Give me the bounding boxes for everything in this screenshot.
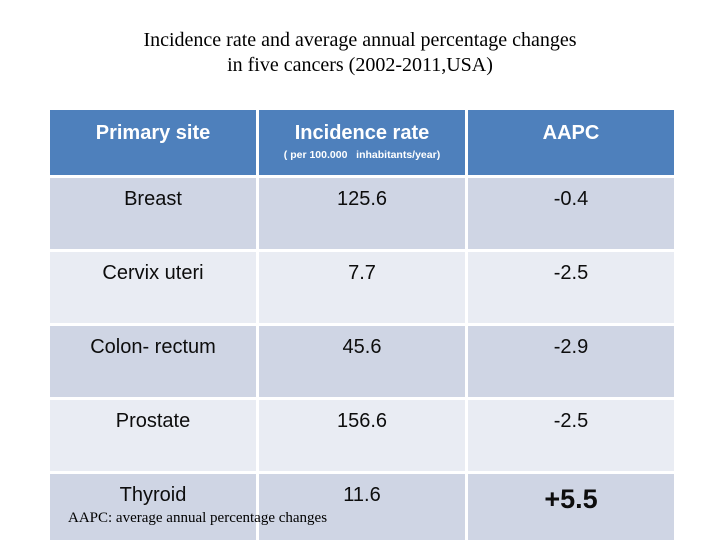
- cell-site-cervix: Cervix uteri: [50, 252, 256, 323]
- cell-aapc-thyroid: +5.5: [468, 474, 674, 540]
- slide-title: Incidence rate and average annual percen…: [0, 28, 720, 78]
- cell-aapc-prostate: -2.5: [468, 400, 674, 471]
- column-header-primary-site-label: Primary site: [95, 122, 211, 144]
- aapc-footnote: AAPC: average annual percentage changes: [68, 510, 328, 526]
- column-header-aapc: AAPC: [468, 110, 674, 175]
- cell-aapc-breast: -0.4: [468, 178, 674, 249]
- column-header-incidence-rate-units: ( per 100.000 inhabitants/year): [283, 149, 441, 161]
- cell-incidence-thyroid: 11.6: [259, 474, 465, 540]
- cell-aapc-colon: -2.9: [468, 326, 674, 397]
- cell-site-breast: Breast: [50, 178, 256, 249]
- column-header-primary-site: Primary site: [50, 110, 256, 175]
- column-header-incidence-rate-label: Incidence rate: [294, 122, 430, 144]
- column-header-aapc-label: AAPC: [542, 122, 600, 144]
- column-header-incidence-rate: Incidence rate ( per 100.000 inhabitants…: [259, 110, 465, 175]
- cell-aapc-cervix: -2.5: [468, 252, 674, 323]
- cell-incidence-breast: 125.6: [259, 178, 465, 249]
- cell-incidence-colon: 45.6: [259, 326, 465, 397]
- cell-incidence-prostate: 156.6: [259, 400, 465, 471]
- cell-site-prostate: Prostate: [50, 400, 256, 471]
- cell-site-colon: Colon- rectum: [50, 326, 256, 397]
- cancer-incidence-table: Primary site Incidence rate ( per 100.00…: [50, 110, 674, 540]
- cell-incidence-cervix: 7.7: [259, 252, 465, 323]
- slide-title-line-2: in five cancers (2002-2011,USA): [227, 54, 493, 76]
- slide-title-line-1: Incidence rate and average annual percen…: [143, 29, 577, 51]
- cell-site-thyroid: Thyroid: [50, 474, 256, 540]
